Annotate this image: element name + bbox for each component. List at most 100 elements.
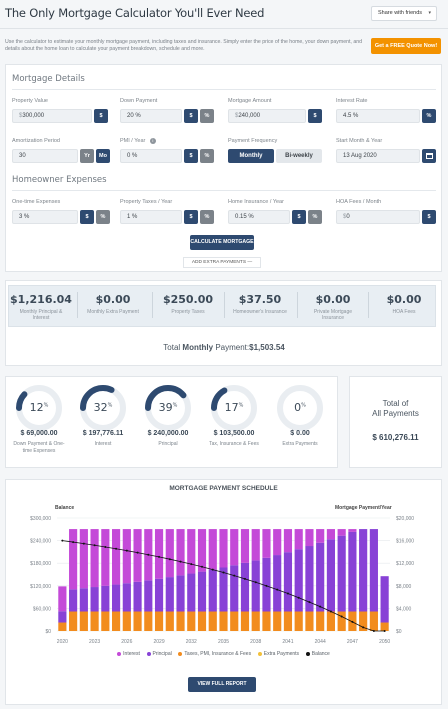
info-icon[interactable]: i (149, 138, 156, 144)
amortization-input[interactable]: 30 (12, 149, 78, 163)
mortgage-amount-dollar-button[interactable]: $ (308, 109, 322, 123)
balance-point (319, 605, 322, 608)
home-insurance-input[interactable]: 0.15 % (228, 210, 290, 224)
one-time-expenses-input[interactable]: 3 % (12, 210, 78, 224)
bar-segment (230, 529, 239, 566)
breakdown-amount: $ 0.00 (290, 430, 310, 437)
share-dropdown[interactable]: Share with friends ▾ (371, 6, 437, 21)
bar-segment (251, 611, 260, 631)
bar-segment (69, 611, 78, 631)
amortization-years-button[interactable]: Yr (80, 149, 94, 163)
currency-prefix: $ (235, 113, 239, 119)
hoa-fees-input[interactable]: $0 (336, 210, 420, 224)
down-payment-input[interactable]: 20 % (120, 109, 182, 123)
currency-prefix: $ (19, 113, 23, 119)
x-tick-label: 2041 (282, 639, 293, 645)
breakdown-ring (277, 385, 323, 431)
summary-label: Property Taxes (171, 309, 205, 315)
property-taxes-input[interactable]: 1 % (120, 210, 182, 224)
bar-segment (283, 529, 293, 553)
bar-segment (359, 529, 368, 612)
calculate-mortgage-button[interactable]: CALCULATE MORTGAGE (190, 235, 254, 250)
x-tick-label: 2032 (186, 639, 197, 645)
percent-value: 17 (224, 401, 239, 414)
balance-point (372, 630, 375, 632)
legend-taxes[interactable]: Taxes, PMI, Insurance & Fees (178, 651, 251, 657)
breakdown-label: Interest (94, 441, 112, 447)
total-payments-panel (349, 376, 442, 468)
bar-segment (69, 529, 78, 590)
bar-segment (165, 529, 174, 578)
hoa-dollar-button[interactable]: $ (422, 210, 436, 224)
breakdown-amount: $ 197,776.11 (82, 430, 124, 437)
legend-interest[interactable]: Interest (117, 651, 140, 657)
breakdown-percent: 12% (19, 401, 59, 414)
one-time-dollar-button[interactable]: $ (80, 210, 94, 224)
bar-segment (176, 611, 185, 631)
bar-segment (90, 529, 99, 588)
legend-principal[interactable]: Principal (146, 651, 172, 657)
ring-progress (211, 385, 257, 431)
pmi-percent-button[interactable]: % (200, 149, 214, 163)
left-tick-label: $240,000 (30, 539, 51, 545)
legend-balance[interactable]: Balance (305, 651, 330, 657)
bar-segment (154, 529, 164, 579)
one-time-percent-button[interactable]: % (96, 210, 110, 224)
bar-segment (187, 529, 196, 574)
legend-extra-payments[interactable]: Extra Payments (257, 651, 300, 657)
x-tick-label: 2023 (89, 639, 100, 645)
view-full-report-button[interactable]: VIEW FULL REPORT (188, 677, 256, 692)
percent-value: 32 (93, 401, 108, 414)
total-suffix: Payment: (215, 343, 250, 352)
home-insurance-dollar-button[interactable]: $ (292, 210, 306, 224)
frequency-biweekly-button[interactable]: Bi-weekly (276, 149, 322, 163)
balance-point (308, 601, 311, 604)
bar-segment (369, 611, 378, 631)
property-value-input[interactable]: $300,000 (12, 109, 92, 123)
bar-segment (111, 529, 121, 585)
left-axis-title: Balance (55, 505, 75, 511)
free-quote-button[interactable]: Get a FREE Quote Now! (371, 38, 441, 54)
home-insurance-percent-button[interactable]: % (308, 210, 322, 224)
x-tick-label: 2026 (121, 639, 132, 645)
summary-divider (297, 292, 298, 318)
calendar-button[interactable] (422, 149, 436, 163)
down-payment-percent-button[interactable]: % (200, 109, 214, 123)
frequency-monthly-button[interactable]: Monthly (228, 149, 274, 163)
percent-sign: % (301, 402, 306, 409)
summary-label: Monthly Extra Payment (87, 309, 139, 315)
ring-progress (80, 385, 126, 431)
bar-segment (219, 567, 228, 612)
x-tick-label: 2050 (379, 639, 390, 645)
property-taxes-dollar-button[interactable]: $ (184, 210, 198, 224)
mortgage-amount-input[interactable]: $240,000 (228, 109, 306, 123)
pmi-dollar-button[interactable]: $ (184, 149, 198, 163)
extra-payments-toggle[interactable]: ADD EXTRA PAYMENTS — (183, 257, 261, 268)
legend-label: Taxes, PMI, Insurance & Fees (184, 651, 252, 657)
interest-rate-input[interactable]: 4.5 % (336, 109, 420, 123)
down-payment-dollar-button[interactable]: $ (184, 109, 198, 123)
balance-point (329, 610, 332, 613)
bar-segment (294, 529, 303, 550)
bar-segment (176, 575, 185, 612)
pmi-input[interactable]: 0 % (120, 149, 182, 163)
right-tick-label: $0 (396, 629, 402, 635)
bar-segment (240, 529, 250, 563)
start-date-input[interactable]: 13 Aug 2020 (336, 149, 420, 163)
bar-segment (111, 611, 121, 631)
bar-segment (122, 529, 131, 584)
legend-label: Extra Payments (263, 651, 300, 657)
bar-segment (197, 571, 207, 612)
balance-point (211, 568, 214, 571)
amortization-months-button[interactable]: Mo (96, 149, 110, 163)
bar-segment (240, 562, 250, 612)
bar-segment (58, 586, 67, 612)
amortization-label: Amortization Period (12, 138, 60, 144)
bar-segment (197, 611, 207, 631)
interest-rate-percent-button[interactable]: % (422, 109, 436, 123)
bar-segment (305, 529, 314, 547)
property-taxes-percent-button[interactable]: % (200, 210, 214, 224)
bar-segment (230, 565, 239, 612)
property-value-dollar-button[interactable]: $ (94, 109, 108, 123)
minus-icon: — (247, 260, 253, 265)
